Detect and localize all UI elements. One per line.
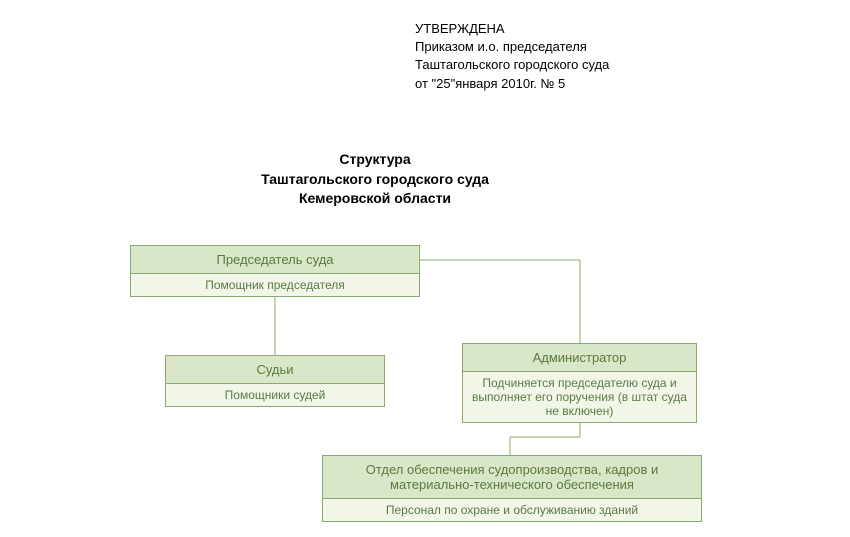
- node-dept: Отдел обеспечения судопроизводства, кадр…: [322, 455, 702, 522]
- approval-block: УТВЕРЖДЕНА Приказом и.о. председателя Та…: [415, 20, 609, 93]
- title-line-1: Структура: [0, 150, 750, 170]
- approval-line-1: УТВЕРЖДЕНА: [415, 20, 609, 38]
- approval-line-3: Таштагольского городского суда: [415, 56, 609, 74]
- node-judges-sub: Помощники судей: [166, 383, 384, 406]
- node-judges: Судьи Помощники судей: [165, 355, 385, 407]
- node-admin: Администратор Подчиняется председателю с…: [462, 343, 697, 423]
- title-line-2: Таштагольского городского суда: [0, 170, 750, 190]
- node-dept-header: Отдел обеспечения судопроизводства, кадр…: [323, 456, 701, 498]
- node-chairman-header: Председатель суда: [131, 246, 419, 273]
- node-judges-header: Судьи: [166, 356, 384, 383]
- node-dept-sub: Персонал по охране и обслуживанию зданий: [323, 498, 701, 521]
- approval-line-4: от "25"января 2010г. № 5: [415, 75, 609, 93]
- title-line-3: Кемеровской области: [0, 189, 750, 209]
- node-chairman-sub: Помощник председателя: [131, 273, 419, 296]
- diagram-title: Структура Таштагольского городского суда…: [0, 150, 750, 209]
- node-admin-header: Администратор: [463, 344, 696, 371]
- node-admin-sub: Подчиняется председателю суда и выполняе…: [463, 371, 696, 422]
- node-chairman: Председатель суда Помощник председателя: [130, 245, 420, 297]
- approval-line-2: Приказом и.о. председателя: [415, 38, 609, 56]
